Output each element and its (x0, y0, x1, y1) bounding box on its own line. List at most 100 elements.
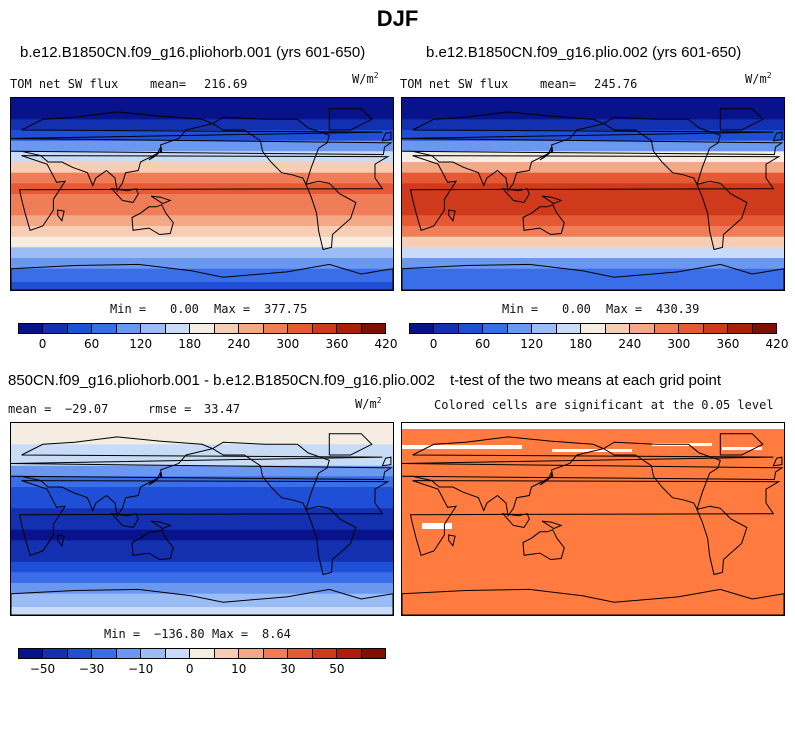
coastline-6 (539, 146, 553, 161)
field-band (11, 194, 393, 206)
field-band (11, 106, 393, 120)
colorbar-swatch (728, 324, 753, 333)
colorbar-swatch (532, 324, 557, 333)
colorbar-tick-label: 50 (329, 662, 345, 676)
field-band (11, 593, 393, 608)
field-band (402, 226, 784, 238)
panel-2-mean-label: mean= (540, 77, 577, 91)
colorbar-swatch (581, 324, 606, 333)
colorbar-tick-label: 360 (716, 337, 740, 351)
colorbar-swatch (116, 324, 142, 333)
colorbar-swatches (18, 323, 386, 334)
coastline-11 (11, 588, 393, 615)
colorbar-tick-label: −30 (78, 662, 105, 676)
field-band (402, 258, 784, 270)
field-band (11, 247, 393, 259)
field-band (11, 226, 393, 238)
coastline-10 (772, 131, 783, 142)
colorbar-tick-label: 420 (374, 337, 398, 351)
insignificant-patch (552, 449, 632, 452)
panel-4-map (401, 422, 785, 616)
panel-3-mean-value: −29.07 (65, 402, 109, 416)
colorbar-swatch (92, 324, 117, 333)
colorbar-tick-label: 0 (429, 337, 438, 351)
panel-2-field-label: TOM net SW flux (400, 77, 509, 91)
panel-4-title: t-test of the two means at each grid poi… (450, 372, 721, 389)
field-band (402, 162, 784, 174)
panel-2-mean-value: 245.76 (594, 77, 638, 91)
panel-3-map (10, 422, 394, 616)
colorbar-swatch (410, 324, 435, 333)
coastline-11 (11, 263, 393, 290)
field-band (11, 140, 393, 152)
field-band (402, 236, 784, 248)
field-band (11, 476, 393, 488)
coastline-4 (305, 180, 357, 251)
colorbar-swatch (190, 324, 215, 333)
colorbar-swatch (263, 649, 289, 658)
field-band (11, 529, 393, 541)
coastline-8 (150, 195, 172, 205)
colorbar-swatch (190, 649, 215, 658)
coastline-7 (110, 513, 139, 529)
colorbar-swatch (630, 324, 655, 333)
panel-2-min-value: 0.00 (562, 302, 591, 316)
colorbar-swatches (409, 323, 777, 334)
colorbar-swatch (19, 649, 44, 658)
colorbar-swatch (67, 649, 93, 658)
coastline-11 (402, 263, 784, 290)
colorbar-swatch (556, 324, 582, 333)
field-band (402, 282, 784, 290)
field-band (11, 465, 393, 477)
colorbar-swatch (679, 324, 704, 333)
panel-1-map (10, 97, 394, 291)
coastline-0 (402, 111, 784, 193)
coastline-8 (541, 520, 563, 530)
field-band (11, 162, 393, 174)
coastline-7 (501, 513, 530, 529)
colorbar-tick-label: 360 (325, 337, 349, 351)
coastline-7 (501, 188, 530, 204)
coastline-2 (522, 204, 565, 236)
colorbar-swatch (141, 649, 166, 658)
field-band (402, 151, 784, 163)
colorbar-swatch (19, 324, 44, 333)
field-band (402, 106, 784, 120)
panel-2-map (401, 97, 785, 291)
colorbar-tick-label: 120 (129, 337, 153, 351)
panel-1-mean-value: 216.69 (204, 77, 248, 91)
panel-1-min-value: 0.00 (170, 302, 199, 316)
field-band (11, 540, 393, 552)
field-band (11, 519, 393, 531)
field-band (11, 431, 393, 445)
coastline-6 (148, 146, 162, 161)
colorbar-swatch (434, 324, 459, 333)
coastline-11 (402, 588, 784, 615)
colorbar-swatch (92, 649, 117, 658)
colorbar-swatch (165, 324, 191, 333)
colorbar-swatch (239, 649, 264, 658)
coastline-4 (305, 505, 357, 576)
coastline-0 (11, 436, 393, 518)
panel-1-colorbar: 0 60 120 180 240 300 360 420 (18, 323, 397, 353)
panel-2-title: b.e12.B1850CN.f09_g16.plio.002 (yrs 601-… (426, 44, 742, 61)
colorbar-swatch (337, 649, 362, 658)
colorbar-swatch (361, 324, 386, 333)
coastline-4 (696, 505, 748, 576)
field-band (402, 204, 784, 216)
colorbar-swatch (239, 324, 264, 333)
coastline-9 (448, 534, 456, 547)
colorbar-swatch (507, 324, 533, 333)
field-band (11, 258, 393, 270)
colorbar-swatch (288, 324, 313, 333)
coastline-9 (448, 209, 456, 222)
coastline-5 (719, 433, 764, 456)
field-band (402, 268, 784, 283)
field-band (11, 98, 393, 107)
field-band (11, 487, 393, 499)
colorbar-swatch (703, 324, 729, 333)
field-band (11, 607, 393, 615)
panel-3-max-value: 8.64 (262, 627, 291, 641)
colorbar-tick-label: 30 (280, 662, 296, 676)
panel-3-rmse-value: 33.47 (204, 402, 241, 416)
